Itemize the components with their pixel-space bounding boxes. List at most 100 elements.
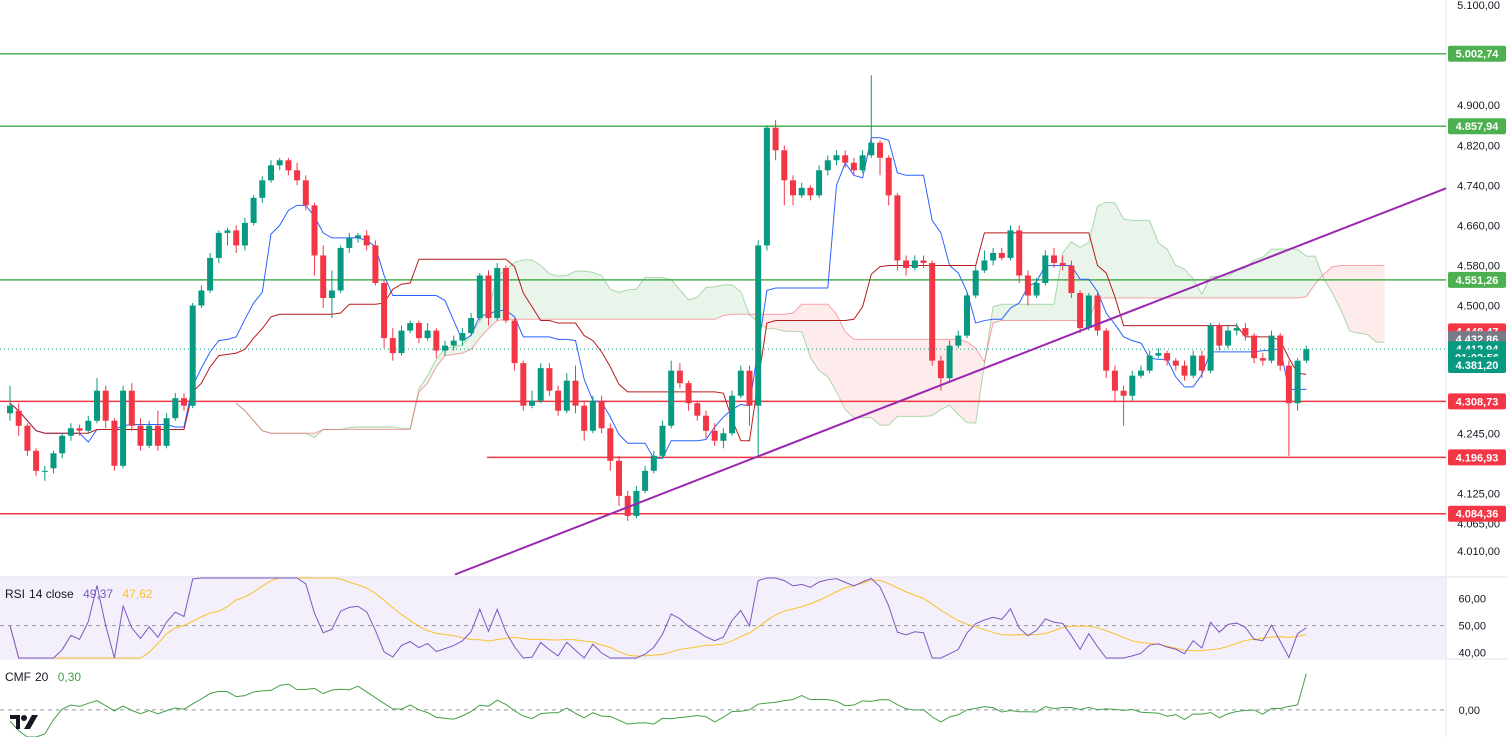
ichimoku-cloud-segment [1132, 220, 1141, 299]
rsi-tick-label: 40,00 [1458, 648, 1486, 660]
candle-body [433, 330, 440, 351]
ichimoku-cloud-segment [1114, 202, 1124, 299]
candle-body [302, 180, 309, 206]
level-badge-box [1448, 393, 1506, 410]
ichimoku-cloud-segment [914, 339, 924, 417]
tradingview-logo-icon[interactable] [8, 712, 40, 732]
ichimoku-cloud-segment [1210, 276, 1220, 299]
candle-body [320, 255, 327, 299]
candle-body [285, 160, 292, 171]
candle-body [833, 155, 840, 161]
cmf-legend: CMF 20 0,30 [5, 670, 87, 684]
rsi-value: 49,37 [83, 587, 114, 601]
ichimoku-cloud-segment [340, 427, 350, 430]
ichimoku-cloud-segment [967, 341, 976, 424]
candle-body [877, 142, 883, 158]
candle-body [850, 162, 857, 171]
candle-body [1190, 355, 1197, 376]
candle-body [1285, 365, 1292, 404]
candle-body [1111, 370, 1118, 391]
candle-body [990, 252, 997, 261]
ichimoku-cloud-segment [984, 306, 994, 365]
candle-body [946, 345, 953, 379]
cmf-line [9, 673, 1307, 737]
candle-body [650, 455, 657, 471]
ichimoku-cloud-segment [314, 429, 324, 438]
ichimoku-cloud-segment [784, 313, 793, 332]
ichimoku-cloud-segment [453, 344, 463, 355]
ichimoku-cloud-segment [688, 297, 698, 320]
candle-body [389, 338, 396, 354]
candle-body [737, 370, 744, 396]
candle-body [868, 142, 875, 156]
cmf-label: CMF [5, 670, 31, 684]
rsi-pane-background [0, 577, 1446, 658]
candle-body [937, 360, 944, 379]
price-tick-label: 4.010,00 [1457, 546, 1500, 558]
ichimoku-cloud-segment [1271, 249, 1281, 299]
ichimoku-cloud-segment [1262, 249, 1272, 299]
candle-body [555, 390, 562, 411]
ichimoku-cloud-segment [627, 289, 637, 320]
ichimoku-cloud-segment [697, 287, 706, 320]
candle-body [442, 345, 448, 351]
rsi-params: 14 close [29, 587, 74, 601]
candle-body [1242, 328, 1249, 336]
candle-body [146, 425, 153, 446]
candle-body [1085, 295, 1092, 329]
candle-body [616, 460, 622, 496]
candle-body [1268, 335, 1275, 361]
candle-body [59, 435, 66, 454]
ichimoku-cloud-segment [845, 331, 854, 418]
ichimoku-cloud-segment [540, 265, 550, 320]
ichimoku-cloud-segment [418, 375, 428, 392]
candle-body [224, 230, 231, 233]
candle-body [337, 247, 344, 291]
candle-body [1277, 335, 1284, 366]
ichimoku-cloud-segment [392, 426, 402, 430]
candle-body [346, 237, 353, 248]
ichimoku-cloud-segment [723, 284, 733, 316]
price-badge: 4.381,20 [1456, 360, 1499, 372]
ichimoku-cloud-segment [888, 339, 898, 426]
ichimoku-cloud-segment [1201, 276, 1211, 299]
candle-body [415, 323, 422, 339]
trendline[interactable] [454, 187, 1447, 576]
rsi-legend: RSI 14 close 49,37 47,62 [5, 587, 158, 601]
candle-body [1251, 335, 1258, 359]
candle-body [807, 187, 814, 196]
ichimoku-cloud-segment [575, 271, 585, 320]
ichimoku-cloud-segment [862, 339, 872, 418]
ichimoku-span-b-line [235, 264, 1385, 434]
ichimoku-cloud-segment [645, 277, 654, 320]
candle-body [102, 390, 109, 421]
candle-body [355, 235, 361, 238]
candle-body [885, 157, 892, 196]
ichimoku-cloud-segment [523, 259, 532, 320]
candle-body [798, 187, 805, 196]
ichimoku-cloud-segment [679, 289, 689, 320]
ichimoku-cloud-segment [1010, 304, 1020, 321]
candle-body [1303, 349, 1310, 361]
candle-body [1294, 360, 1301, 404]
ichimoku-cloud-segment [1045, 304, 1054, 321]
rsi-ma-value: 47,62 [122, 587, 153, 601]
ichimoku-cloud-segment [775, 314, 785, 332]
ichimoku-cloud-segment [1349, 265, 1359, 334]
candle-body [94, 390, 100, 421]
candle-body [607, 428, 614, 461]
ichimoku-cloud-segment [384, 426, 393, 430]
ichimoku-cloud-segment [1219, 276, 1228, 299]
cmf-tick-label: 0,00 [1459, 705, 1480, 717]
candle-body [128, 390, 135, 426]
ichimoku-cloud-segment [1062, 241, 1072, 321]
ichimoku-cloud-segment [1088, 205, 1098, 321]
ichimoku-cloud-segment [662, 277, 672, 320]
candle-body [233, 230, 240, 246]
candle-body [189, 305, 196, 406]
ichimoku-cloud-segment [1297, 249, 1307, 299]
candle-body [824, 160, 831, 171]
candle-body [398, 330, 405, 354]
candle-body [920, 260, 927, 263]
